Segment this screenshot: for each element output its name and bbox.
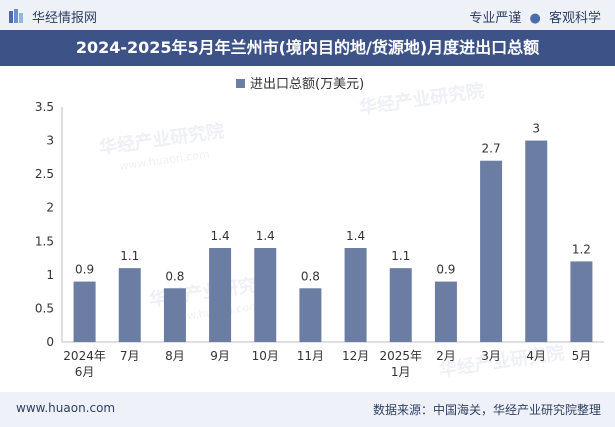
data-labels: 0.9 1.1 0.8 1.4 1.4 0.8 1.4 1.1 0.9 2.7 3 1.2 [75, 122, 591, 284]
tagline-left: 专业严谨 [469, 11, 522, 26]
y-tick-label: 3.5 [35, 100, 54, 114]
title-bar: 2024-2025年5月年兰州市(境内目的地/货源地)月度进出口总额 [0, 30, 615, 66]
data-label: 0.8 [165, 269, 184, 283]
y-tick-label: 1.5 [35, 234, 54, 248]
legend-label: 进出口总额(万美元) [250, 77, 364, 92]
data-label: 3 [532, 122, 540, 136]
watermark-text: 华经产业研究院 [438, 342, 566, 381]
bar [118, 268, 141, 342]
bar [254, 248, 277, 342]
bar [570, 261, 593, 342]
bars [73, 140, 593, 342]
x-tick-label: 2月 [436, 349, 456, 363]
x-tick-label: 4月 [526, 349, 546, 363]
bar [434, 281, 457, 342]
x-tick-label: 7月 [120, 349, 140, 363]
data-label: 1.2 [572, 242, 591, 256]
bar [73, 281, 96, 342]
bar-chart: 华经产业研究院 华经产业研究院 www.huaon.com 华经产业研究院 ww… [35, 77, 604, 381]
legend-swatch [236, 79, 245, 88]
x-tick-label: 10月 [252, 349, 279, 363]
y-tick-label: 0.5 [35, 301, 54, 315]
y-tick-label: 0 [46, 335, 54, 349]
data-label: 1.4 [211, 229, 230, 243]
x-tick-label: 9月 [210, 349, 230, 363]
chart-title: 2024-2025年5月年兰州市(境内目的地/货源地)月度进出口总额 [75, 38, 540, 57]
top-bar: 华经情报网 专业严谨 ● 客观科学 [0, 0, 615, 30]
footer-bar: www.huaon.com 数据来源：中国海关，华经产业研究院整理 [0, 392, 615, 427]
x-tick-label: 5月 [572, 349, 592, 363]
y-tick-label: 3 [46, 134, 54, 148]
y-tick-label: 2 [46, 201, 54, 215]
x-tick-label: 12月 [342, 349, 369, 363]
footer-source: 数据来源：中国海关，华经产业研究院整理 [372, 403, 601, 417]
bar [163, 288, 186, 342]
y-tick-labels: 0 0.5 1 1.5 2 2.5 3 3.5 [35, 100, 54, 349]
x-tick-labels: 2024年 6月 7月 8月 9月 10月 11月 12月 2025年 1月 2月 3月 4月 5月 [63, 349, 591, 379]
tagline: 专业严谨 ● 客观科学 [469, 7, 601, 26]
huajing-logo-icon [9, 9, 23, 23]
bar [299, 288, 322, 342]
tagline-right: 客观科学 [548, 11, 601, 26]
watermark-text: 华经产业研究院 [358, 80, 486, 119]
data-label: 1.1 [120, 249, 139, 263]
x-tick-label: 2024年 6月 [63, 349, 106, 379]
footer-website: www.huaon.com [16, 401, 116, 415]
bar [480, 160, 503, 342]
data-label: 0.9 [75, 263, 94, 277]
data-label: 0.9 [436, 263, 455, 277]
x-tick-label: 2025年 1月 [379, 349, 422, 379]
x-tick-label: 8月 [165, 349, 185, 363]
x-tick-label: 3月 [481, 349, 501, 363]
bar [525, 140, 548, 342]
y-tick-label: 2.5 [35, 167, 54, 181]
y-tick-label: 1 [46, 268, 54, 282]
bar [389, 268, 412, 342]
data-label: 1.4 [346, 229, 365, 243]
bullet-dot-icon: ● [529, 11, 541, 26]
bar [344, 248, 367, 342]
data-label: 1.1 [391, 249, 410, 263]
bar [209, 248, 232, 342]
brand-name: 华经情报网 [32, 11, 98, 26]
x-tick-label: 11月 [297, 349, 324, 363]
data-label: 1.4 [256, 229, 275, 243]
data-label: 2.7 [482, 142, 501, 156]
data-label: 0.8 [301, 269, 320, 283]
